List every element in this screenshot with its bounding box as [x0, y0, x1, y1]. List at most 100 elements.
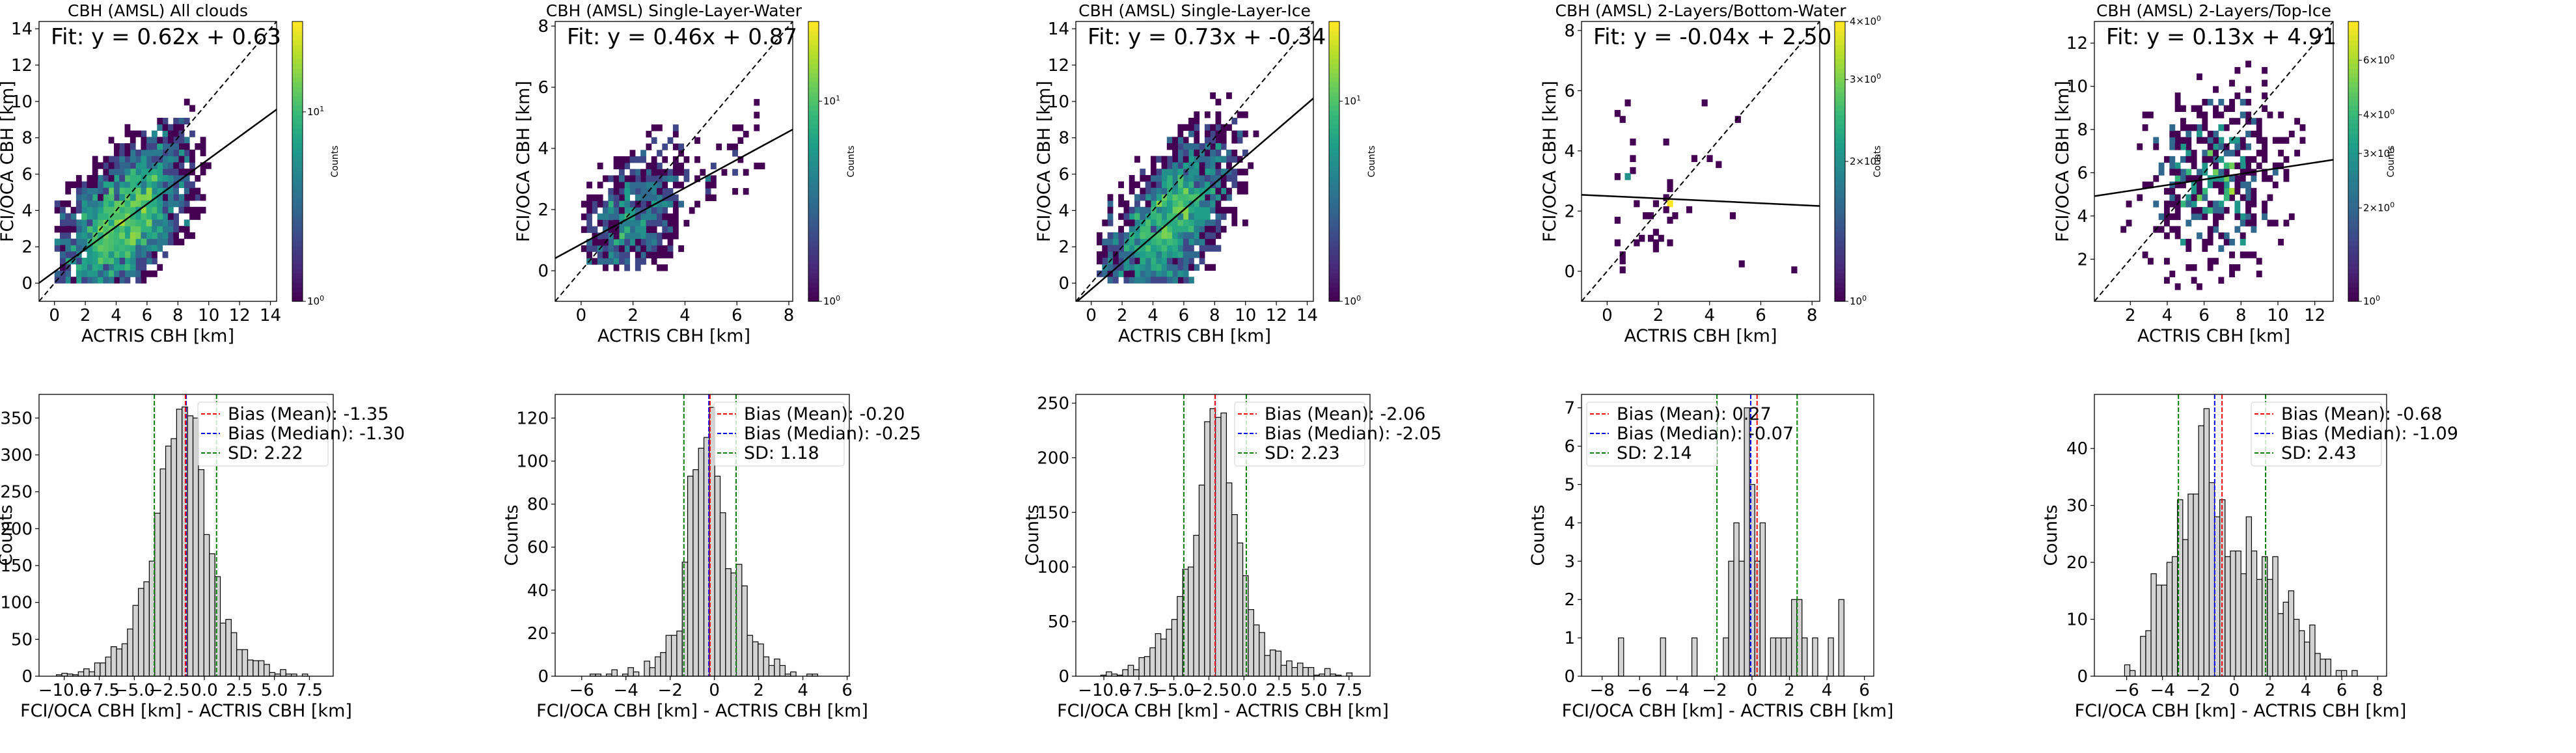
colorbar-gradient-step [1835, 208, 1845, 213]
colorbar-gradient-step [1329, 72, 1339, 78]
x-tick-label: −7.5 [1118, 681, 1159, 700]
heatmap-cell [613, 264, 620, 271]
heatmap-cell [2142, 124, 2148, 131]
heatmap-cell [2245, 213, 2251, 221]
heatmap-cell [1226, 124, 1232, 131]
heatmap-cell [2180, 169, 2186, 176]
x-tick-label: −7.5 [79, 681, 120, 700]
heatmap-cell [586, 245, 592, 253]
heatmap-cell [59, 251, 66, 258]
heatmap-cell [2202, 245, 2208, 252]
heatmap-cell [87, 232, 93, 240]
heatmap-cell [629, 182, 636, 189]
heatmap-cell [195, 143, 201, 150]
heatmap-cell [2197, 283, 2202, 290]
fit-line [1076, 98, 1313, 301]
heatmap-cell [2218, 213, 2225, 221]
colorbar-gradient-step [1835, 259, 1845, 265]
heatmap-cell [1188, 232, 1194, 240]
heatmap-cell [1210, 200, 1216, 208]
heatmap-cell [2191, 277, 2197, 284]
colorbar-gradient-step [1835, 189, 1845, 195]
heatmap-cell [87, 219, 93, 226]
y-tick-label: 4 [1564, 142, 1575, 161]
heatmap-cell [2169, 270, 2176, 278]
heatmap-cell [618, 156, 625, 163]
heatmap-cell [1183, 181, 1189, 188]
heatmap-cell [2213, 111, 2219, 118]
heatmap-cell [640, 232, 646, 240]
heatmap-cell [178, 238, 185, 245]
heatmap-cell [2272, 137, 2279, 144]
heatmap-cell [608, 187, 614, 195]
x-axis-label: ACTRIS CBH [km] [1624, 326, 1777, 346]
heatmap-cell [119, 156, 126, 163]
heatmap-cell [2191, 105, 2197, 112]
heatmap-cell [92, 206, 98, 214]
heatmap-cell [586, 239, 592, 246]
heatmap-cell [597, 162, 603, 170]
axes-frame [38, 394, 334, 677]
heatmap-cell [146, 213, 152, 220]
heatmap-cell [1112, 232, 1119, 240]
colorbar-gradient-step [1835, 199, 1845, 204]
x-tick-label: −2 [2186, 681, 2211, 700]
heatmap-cell [103, 277, 109, 284]
heatmap-cell [1188, 149, 1194, 157]
heatmap-cell [1129, 187, 1135, 195]
heatmap-cell [662, 182, 668, 189]
heatmap-cell [2234, 92, 2241, 100]
y-tick-label: 2 [1564, 590, 1575, 610]
histogram-bar [1759, 522, 1766, 677]
fit-line [39, 109, 277, 284]
heatmap-cell [2234, 143, 2241, 150]
heatmap-cell [108, 264, 115, 271]
heatmap-cell [130, 251, 136, 258]
heatmap-cell [124, 238, 131, 245]
heatmap-cell [75, 187, 82, 195]
heatmap-cell [2213, 175, 2219, 182]
histogram-bar [1738, 560, 1745, 677]
heatmap-cell [2240, 143, 2246, 150]
heatmap-cell [1172, 219, 1178, 226]
heatmap-cell [2294, 150, 2301, 157]
heatmap-cell [1166, 226, 1173, 233]
y-tick-label: 10 [2066, 77, 2088, 97]
heatmap-cell [1183, 257, 1189, 265]
heatmap-cell [1172, 251, 1178, 258]
x-tick-label: 6 [2199, 306, 2210, 325]
heatmap-cell [2288, 130, 2295, 138]
axes-frame [1075, 394, 1371, 677]
heatmap-cell [1194, 187, 1200, 195]
heatmap-cell [1204, 187, 1211, 195]
heatmap-cell [108, 156, 115, 163]
heatmap-cell [65, 213, 72, 220]
heatmap-cell [1624, 99, 1631, 107]
heatmap-cell [1619, 257, 1626, 265]
heatmap-cell [119, 226, 126, 233]
histogram-bar [2272, 556, 2279, 677]
colorbar-gradient-step [1329, 54, 1339, 59]
heatmap-cell [737, 137, 744, 144]
colorbar-gradient-step [1329, 49, 1339, 55]
colorbar-gradient-step [1329, 63, 1339, 69]
colorbar-gradient-step [292, 31, 303, 36]
heatmap-cell [1215, 187, 1222, 195]
heatmap-cell [2251, 118, 2257, 125]
heatmap-cell [59, 257, 66, 265]
heatmap-cell [157, 245, 163, 252]
heatmap-cell [108, 257, 115, 265]
heatmap-cell [1134, 251, 1140, 258]
heatmap-cell [672, 143, 679, 150]
x-tick-label: −4 [1665, 681, 1690, 700]
colorbar-gradient-step [1835, 156, 1845, 162]
heatmap-cell [2202, 150, 2208, 157]
heatmap-cell [672, 182, 679, 189]
x-tick-label: −6 [2114, 681, 2139, 700]
heatmap-cell [646, 131, 652, 138]
legend-box [2251, 402, 2382, 467]
colorbar-gradient-step [1835, 161, 1845, 167]
colorbar-gradient-step [292, 199, 303, 204]
heatmap-cell [2267, 219, 2273, 226]
heatmap-cell [1177, 270, 1184, 277]
